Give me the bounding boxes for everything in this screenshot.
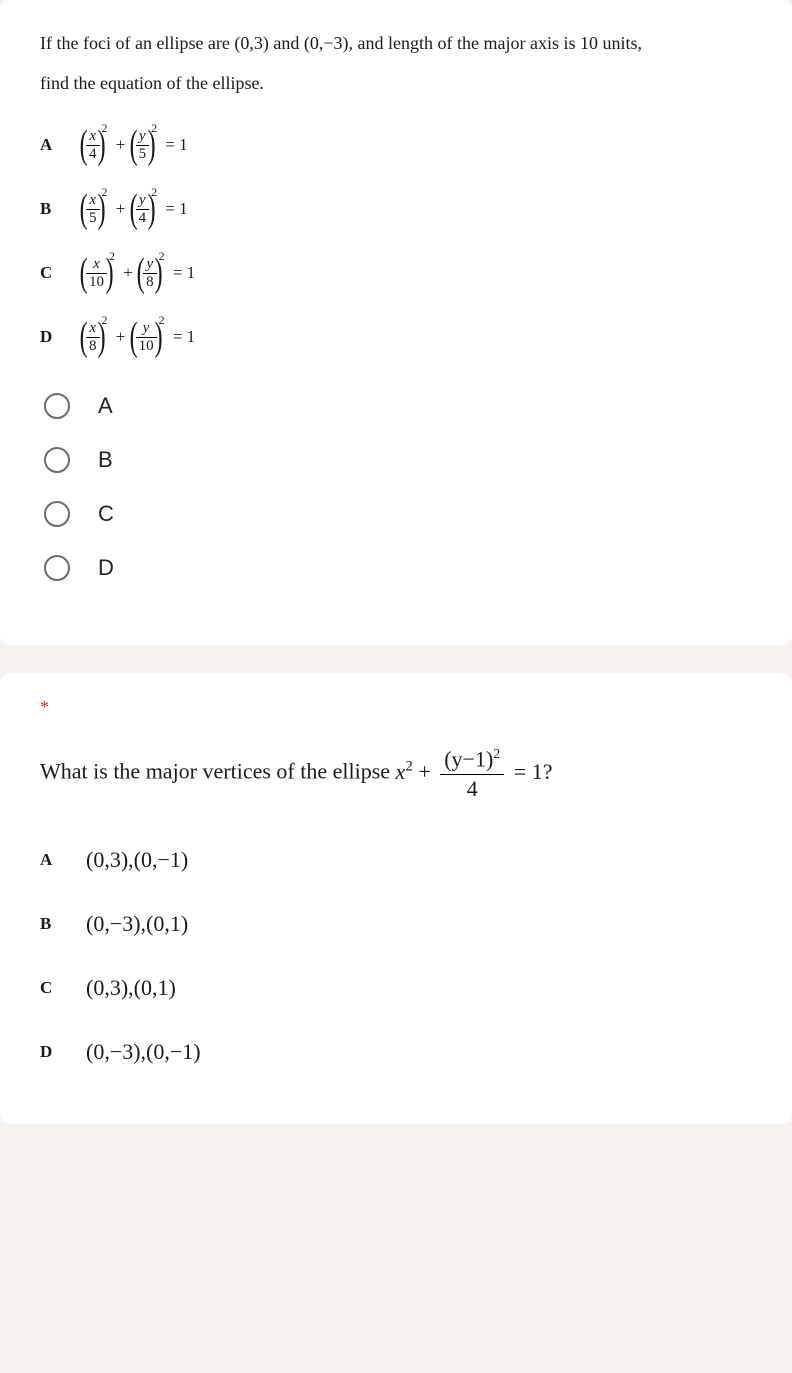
radio-circle-icon <box>44 501 70 527</box>
required-indicator: * <box>40 697 752 718</box>
q1-prompt-line2: find the equation of the ellipse. <box>40 73 264 93</box>
q2-answer-b: B (0,−3),(0,1) <box>40 896 752 952</box>
q1-answer-a: A x42 + y52 = 1 <box>40 117 752 173</box>
answer-label: B <box>40 914 86 934</box>
radio-label: A <box>98 393 113 419</box>
question-1-card: If the foci of an ellipse are (0,3) and … <box>0 0 792 645</box>
q1-answer-c: C x102 + y82 = 1 <box>40 245 752 301</box>
radio-label: B <box>98 447 113 473</box>
q1-prompt-line1: If the foci of an ellipse are (0,3) and … <box>40 33 642 53</box>
q2-answer-a: A (0,3),(0,−1) <box>40 832 752 888</box>
answer-equation: x52 + y42 = 1 <box>86 193 188 226</box>
q2-prompt: What is the major vertices of the ellips… <box>40 748 752 799</box>
answer-value: (0,−3),(0,1) <box>86 911 188 937</box>
answer-equation: x102 + y82 = 1 <box>86 257 195 290</box>
radio-option-c[interactable]: C <box>44 501 752 527</box>
answer-value: (0,−3),(0,−1) <box>86 1039 201 1065</box>
radio-option-a[interactable]: A <box>44 393 752 419</box>
q1-radio-group: A B C D <box>44 393 752 581</box>
radio-option-b[interactable]: B <box>44 447 752 473</box>
answer-equation: x82 + y102 = 1 <box>86 321 195 354</box>
q2-answer-d: D (0,−3),(0,−1) <box>40 1024 752 1080</box>
answer-equation: x42 + y52 = 1 <box>86 129 188 162</box>
q2-equation: x2 + (y−1)2 4 = 1? <box>396 759 553 784</box>
answer-value: (0,3),(0,1) <box>86 975 176 1001</box>
radio-label: D <box>98 555 114 581</box>
question-2-card: * What is the major vertices of the elli… <box>0 673 792 1123</box>
q1-answer-d: D x82 + y102 = 1 <box>40 309 752 365</box>
q2-answer-c: C (0,3),(0,1) <box>40 960 752 1016</box>
radio-option-d[interactable]: D <box>44 555 752 581</box>
q1-prompt: If the foci of an ellipse are (0,3) and … <box>40 24 752 103</box>
radio-circle-icon <box>44 555 70 581</box>
radio-circle-icon <box>44 447 70 473</box>
q1-answer-b: B x52 + y42 = 1 <box>40 181 752 237</box>
q2-prompt-text: What is the major vertices of the ellips… <box>40 759 396 784</box>
answer-label: C <box>40 978 86 998</box>
radio-circle-icon <box>44 393 70 419</box>
radio-label: C <box>98 501 114 527</box>
answer-label: A <box>40 850 86 870</box>
answer-label: D <box>40 1042 86 1062</box>
answer-value: (0,3),(0,−1) <box>86 847 188 873</box>
